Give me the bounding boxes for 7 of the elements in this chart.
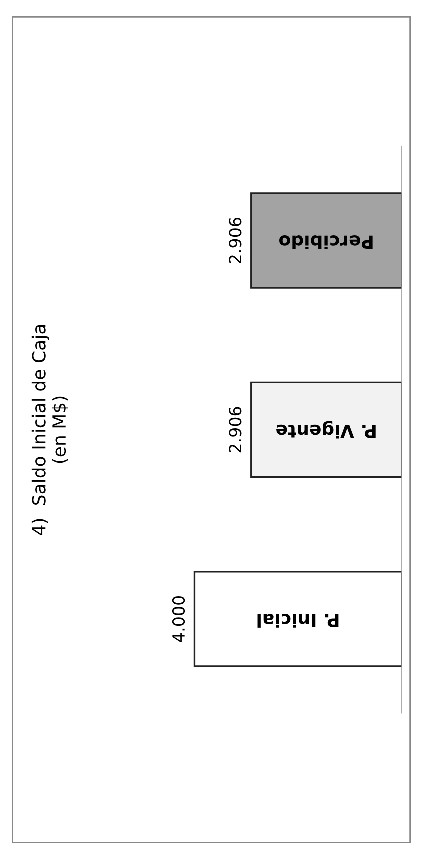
data-label: 4.000	[172, 596, 186, 642]
text: 4) Saldo Inicial de Caja (en M$)	[32, 325, 69, 536]
y-tick-label: P. Inicial	[258, 614, 339, 628]
y-tick-label: Percibido	[280, 236, 373, 250]
data-label: 2.906	[229, 407, 242, 453]
y-tick-label: P. Vigente	[276, 421, 376, 439]
data-label: 2.906	[229, 218, 242, 264]
